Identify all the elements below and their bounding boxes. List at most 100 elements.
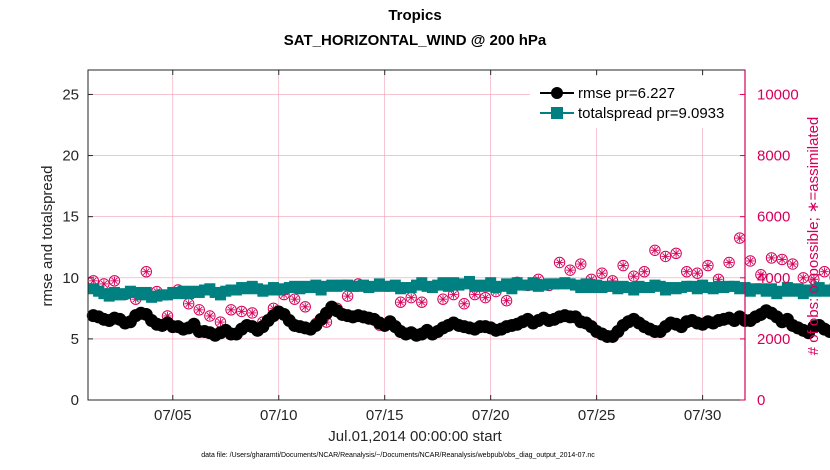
obs-assimilated-asterisk — [577, 260, 585, 268]
obs-assimilated-asterisk — [651, 246, 659, 254]
obs-assimilated-asterisk — [248, 309, 256, 317]
obs-assimilated-asterisk — [736, 234, 743, 242]
chart-subtitle: SAT_HORIZONTAL_WIND @ 200 hPa — [284, 32, 547, 49]
obs-assimilated-asterisk — [672, 250, 680, 257]
legend: rmse pr=6.227 totalspread pr=9.0933 — [530, 76, 738, 128]
obs-possible-circle — [755, 269, 767, 281]
obs-assimilated-asterisk — [206, 312, 214, 320]
rmse-series — [86, 300, 830, 343]
obs-assimilated-asterisk — [747, 257, 754, 265]
totalspread-point — [506, 283, 518, 295]
obs-count-point — [553, 256, 566, 269]
obs-assimilated-asterisk — [238, 308, 245, 315]
y2-tick-label: 8000 — [757, 148, 790, 165]
obs-possible-circle — [500, 294, 513, 307]
obs-assimilated-asterisk — [821, 268, 828, 275]
y2-tick-label: 2000 — [757, 331, 790, 348]
obs-assimilated-asterisk — [789, 260, 796, 268]
obs-count-markers — [87, 232, 830, 331]
obs-count-point — [723, 256, 735, 269]
obs-count-point — [564, 264, 576, 276]
totalspread-series — [87, 275, 830, 303]
obs-assimilated-asterisk — [799, 274, 807, 282]
obs-count-point — [670, 247, 682, 260]
obs-count-point — [437, 293, 449, 305]
obs-count-point — [500, 294, 513, 307]
obs-count-point — [405, 291, 417, 304]
obs-assimilated-asterisk — [556, 259, 563, 266]
obs-count-point — [299, 301, 311, 313]
obs-possible-circle — [786, 258, 799, 270]
obs-count-point — [755, 269, 767, 281]
obs-count-point — [681, 265, 693, 278]
x-tick-label: 07/20 — [472, 407, 510, 424]
y2-tick-label: 4000 — [757, 270, 790, 287]
legend-totalspread-marker — [551, 107, 563, 119]
obs-count-point — [617, 259, 629, 272]
obs-count-point — [628, 270, 640, 282]
obs-count-point — [479, 291, 492, 304]
obs-possible-circle — [299, 301, 311, 313]
y2-axis-label: # of obs: o=possible; ∗=assimilated — [805, 117, 822, 356]
obs-assimilated-asterisk — [630, 272, 638, 280]
legend-totalspread-label: totalspread pr=9.0933 — [578, 105, 724, 122]
obs-assimilated-asterisk — [90, 277, 97, 285]
obs-assimilated-asterisk — [142, 268, 150, 275]
obs-assimilated-asterisk — [757, 271, 765, 279]
y2-tick-label: 0 — [757, 392, 765, 409]
obs-count-point — [193, 304, 205, 316]
obs-assimilated-asterisk — [217, 318, 224, 326]
obs-assimilated-asterisk — [418, 298, 426, 306]
obs-assimilated-asterisk — [227, 306, 235, 314]
obs-count-point — [140, 265, 152, 278]
obs-possible-circle — [670, 247, 682, 260]
legend-rmse-marker — [551, 87, 563, 99]
obs-possible-circle — [596, 267, 608, 279]
obs-assimilated-asterisk — [641, 268, 648, 275]
obs-count-point — [394, 296, 407, 308]
obs-assimilated-asterisk — [439, 295, 447, 303]
obs-possible-circle — [564, 264, 576, 276]
obs-assimilated-asterisk — [407, 294, 415, 301]
obs-possible-circle — [416, 296, 428, 308]
obs-count-point — [341, 290, 354, 302]
obs-count-point — [596, 267, 608, 279]
x-tick-label: 07/15 — [366, 407, 404, 424]
x-tick-label: 07/30 — [684, 407, 722, 424]
obs-possible-circle — [649, 244, 661, 256]
obs-possible-circle — [659, 250, 672, 263]
obs-possible-circle — [193, 304, 205, 316]
obs-assimilated-asterisk — [662, 253, 669, 260]
obs-assimilated-asterisk — [195, 306, 203, 314]
obs-assimilated-asterisk — [619, 262, 627, 269]
obs-assimilated-asterisk — [291, 295, 298, 303]
obs-assimilated-asterisk — [460, 300, 468, 308]
obs-count-point — [182, 298, 195, 310]
obs-possible-circle — [108, 275, 121, 287]
data-file-footnote: data file: /Users/gharamti/Documents/NCA… — [201, 452, 595, 459]
obs-count-point — [204, 310, 216, 322]
rmse-point — [823, 325, 830, 339]
obs-count-point — [776, 253, 788, 266]
y-axis-label: rmse and totalspread — [39, 166, 56, 307]
totalspread-point — [824, 284, 830, 296]
obs-possible-circle — [723, 256, 735, 269]
obs-possible-circle — [394, 296, 407, 308]
obs-assimilated-asterisk — [344, 292, 351, 300]
obs-assimilated-asterisk — [598, 269, 606, 277]
obs-count-point — [765, 252, 778, 264]
x-tick-label: 07/10 — [260, 407, 298, 424]
obs-count-point — [734, 232, 746, 244]
obs-possible-circle — [617, 259, 629, 272]
obs-assimilated-asterisk — [768, 254, 775, 262]
obs-possible-circle — [204, 310, 216, 322]
obs-count-point — [225, 304, 237, 316]
obs-count-point — [416, 296, 428, 308]
obs-assimilated-asterisk — [185, 300, 192, 308]
obs-count-point — [649, 244, 661, 256]
obs-count-point — [288, 293, 301, 305]
obs-possible-circle — [437, 293, 449, 305]
obs-assimilated-asterisk — [704, 262, 712, 269]
obs-assimilated-asterisk — [810, 276, 818, 283]
